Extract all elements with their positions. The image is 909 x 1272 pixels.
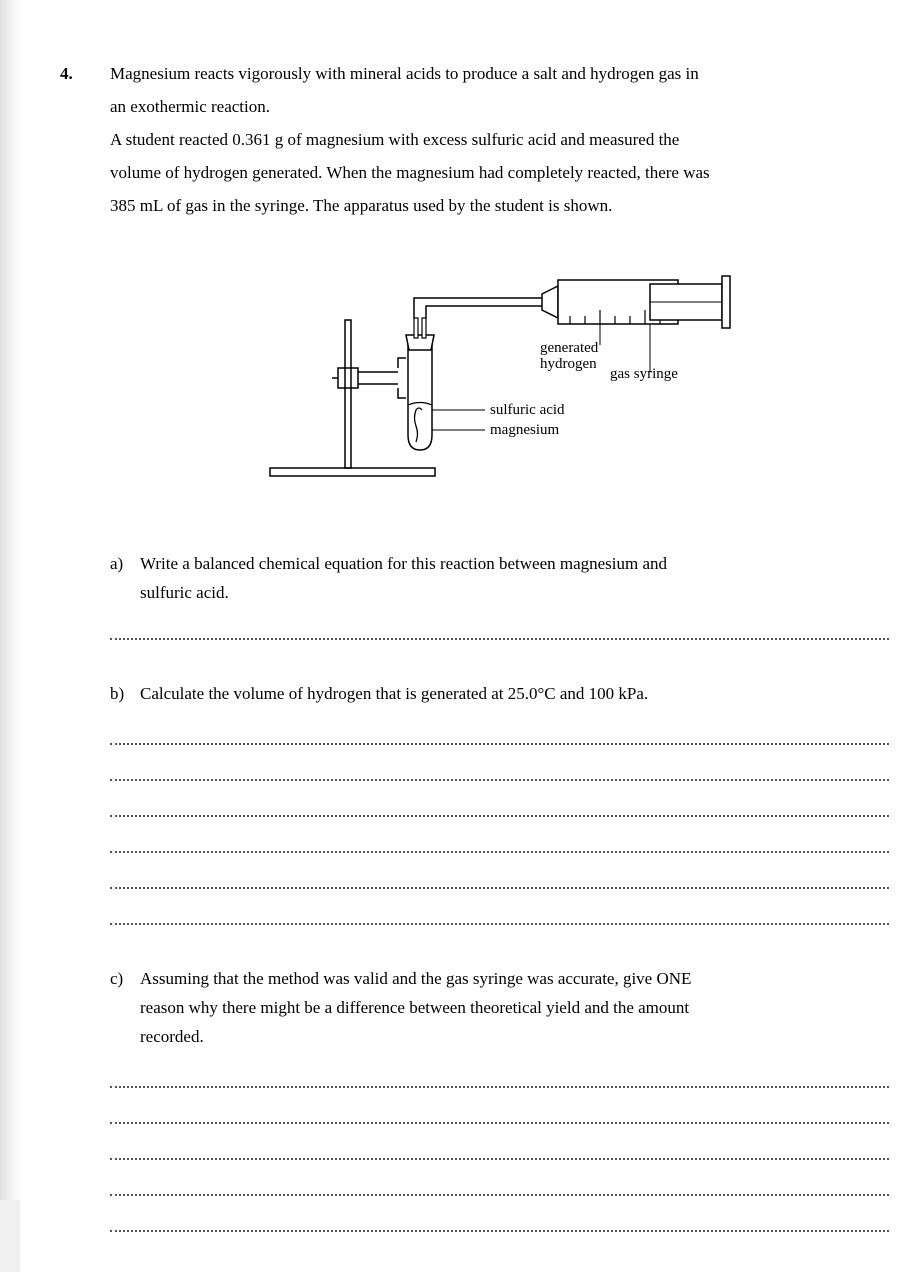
answer-line <box>110 638 889 640</box>
intro-text: A student reacted 0.361 g of magnesium w… <box>110 126 889 155</box>
answer-line <box>110 1158 889 1160</box>
part-c-text: recorded. <box>140 1023 889 1052</box>
question-body: Magnesium reacts vigorously with mineral… <box>110 60 889 1232</box>
answer-line <box>110 923 889 925</box>
answer-line <box>110 1086 889 1088</box>
label-magnesium: magnesium <box>490 422 559 438</box>
answer-line <box>110 815 889 817</box>
intro-text: 385 mL of gas in the syringe. The appara… <box>110 192 889 221</box>
apparatus-diagram: generated hydrogen gas syringe sulfuric … <box>110 250 889 510</box>
answer-line <box>110 851 889 853</box>
part-text: Calculate the volume of hydrogen that is… <box>140 680 889 709</box>
label-generated: generated <box>540 340 599 356</box>
part-c: c) Assuming that the method was valid an… <box>110 965 889 1052</box>
document-page: 4. Magnesium reacts vigorously with mine… <box>20 0 909 1272</box>
label-sulfuric-acid: sulfuric acid <box>490 402 565 418</box>
part-c-text: reason why there might be a difference b… <box>140 994 889 1023</box>
part-a-text: sulfuric acid. <box>140 579 889 608</box>
part-b: b) Calculate the volume of hydrogen that… <box>110 680 889 709</box>
question-4: 4. Magnesium reacts vigorously with mine… <box>60 60 889 1232</box>
part-c-text: Assuming that the method was valid and t… <box>140 965 889 994</box>
part-letter: b) <box>110 680 140 709</box>
label-gas-syringe: gas syringe <box>610 366 678 382</box>
part-letter: a) <box>110 550 140 579</box>
part-text: Write a balanced chemical equation for t… <box>140 550 889 608</box>
answer-line <box>110 1122 889 1124</box>
answer-line <box>110 779 889 781</box>
part-b-text: Calculate the volume of hydrogen that is… <box>140 680 889 709</box>
answer-line <box>110 743 889 745</box>
question-number: 4. <box>60 60 110 89</box>
label-hydrogen: hydrogen <box>540 356 597 372</box>
intro-text: volume of hydrogen generated. When the m… <box>110 159 889 188</box>
part-a: a) Write a balanced chemical equation fo… <box>110 550 889 608</box>
answer-line <box>110 1194 889 1196</box>
intro-text: Magnesium reacts vigorously with mineral… <box>110 60 889 89</box>
intro-text: an exothermic reaction. <box>110 93 889 122</box>
answer-lines-b <box>110 743 889 925</box>
part-a-text: Write a balanced chemical equation for t… <box>140 550 889 579</box>
answer-line <box>110 887 889 889</box>
part-letter: c) <box>110 965 140 994</box>
answer-lines-c <box>110 1086 889 1232</box>
part-text: Assuming that the method was valid and t… <box>140 965 889 1052</box>
answer-line <box>110 1230 889 1232</box>
